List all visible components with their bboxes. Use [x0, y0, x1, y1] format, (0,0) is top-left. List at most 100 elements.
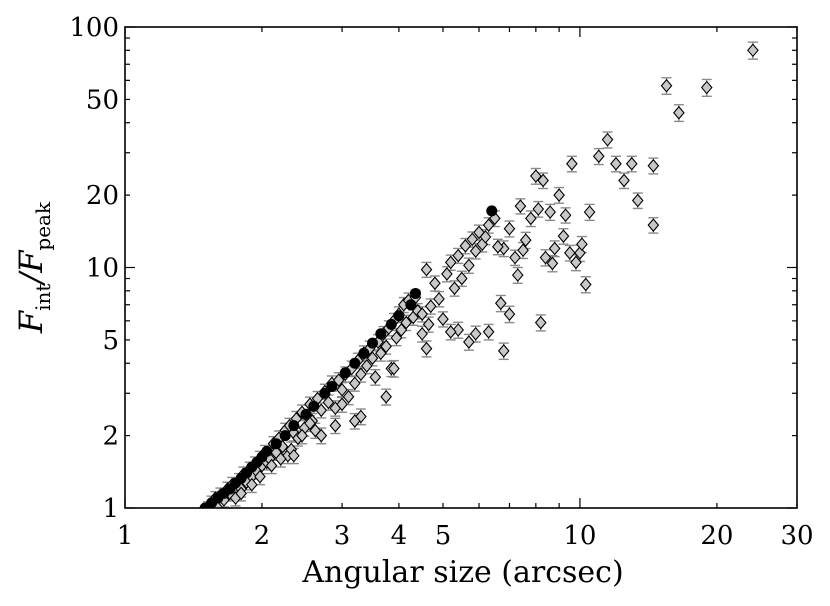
y-tick-label: 10 — [86, 254, 119, 284]
tick-layer — [124, 26, 798, 509]
data-point-circle — [405, 299, 417, 311]
data-point-diamond — [610, 156, 622, 171]
y-axis-title-den: F — [12, 249, 50, 274]
data-point-diamond — [546, 256, 559, 271]
data-point-diamond — [576, 237, 588, 252]
x-tick-label: 5 — [435, 521, 452, 551]
data-point-diamond — [539, 250, 552, 265]
data-point-diamond — [322, 395, 335, 410]
data-point-circle — [300, 408, 312, 420]
data-point-diamond — [494, 296, 507, 311]
data-point-diamond — [497, 344, 510, 358]
y-tick-label: 2 — [102, 422, 119, 452]
data-point-diamond — [254, 469, 266, 484]
y-tick-label: 20 — [86, 181, 119, 211]
data-point-diamond — [380, 339, 392, 354]
data-point-diamond — [579, 277, 592, 292]
data-point-circle — [385, 318, 397, 330]
data-point-diamond — [245, 477, 258, 492]
y-tick-label: 100 — [69, 13, 119, 43]
data-point-diamond — [492, 239, 504, 254]
data-point-diamond — [601, 132, 614, 147]
x-axis-title: Angular size (arcsec) — [301, 555, 623, 590]
data-point-diamond — [369, 370, 382, 385]
data-point-diamond — [235, 486, 247, 501]
y-tick-label: 1 — [102, 494, 119, 524]
data-point-diamond — [583, 205, 596, 219]
data-point-circle — [339, 367, 351, 379]
data-point-diamond — [360, 358, 373, 373]
data-point-diamond — [503, 221, 516, 236]
data-point-diamond — [534, 315, 547, 330]
data-point-diamond — [489, 211, 501, 226]
data-point-diamond — [296, 428, 308, 443]
data-point-diamond — [509, 250, 521, 265]
data-point-diamond — [511, 268, 524, 282]
data-point-diamond — [420, 341, 433, 356]
data-point-diamond — [315, 428, 328, 443]
data-point-diamond — [265, 458, 278, 473]
data-point-circle — [486, 205, 498, 217]
data-point-diamond — [631, 193, 644, 208]
data-point-diamond — [647, 218, 660, 232]
data-point-circle — [270, 438, 282, 450]
data-point-diamond — [700, 80, 713, 95]
data-point-circle — [358, 347, 370, 359]
y-axis-title-num-sub: int — [31, 284, 55, 311]
data-point-diamond — [482, 325, 495, 339]
data-point-diamond — [673, 105, 685, 120]
data-point-diamond — [469, 326, 482, 341]
data-point-diamond — [336, 397, 348, 412]
x-tick-label: 10 — [563, 521, 596, 551]
data-point-diamond — [625, 156, 638, 171]
data-point-diamond — [618, 173, 630, 188]
data-point-circle — [393, 310, 405, 322]
data-point-diamond — [525, 211, 537, 226]
plot-frame — [124, 26, 798, 509]
data-point-diamond — [416, 307, 428, 321]
data-point-diamond — [309, 423, 322, 438]
x-tick-label: 30 — [780, 521, 813, 551]
data-point-diamond — [366, 351, 379, 365]
data-point-diamond — [514, 199, 527, 213]
x-tick-label: 3 — [334, 521, 351, 551]
data-point-diamond — [463, 335, 475, 349]
data-point-diamond — [336, 382, 348, 397]
data-point-diamond — [420, 262, 433, 277]
data-point-diamond — [660, 78, 673, 93]
data-point-diamond — [444, 255, 457, 270]
data-point-diamond — [441, 267, 453, 281]
y-axis-title-slash: / — [12, 270, 50, 287]
data-point-diamond — [563, 246, 576, 260]
data-point-diamond — [416, 326, 428, 341]
data-point-diamond — [553, 188, 565, 202]
data-point-diamond — [444, 325, 457, 339]
data-point-diamond — [342, 389, 355, 404]
data-point-diamond — [548, 241, 561, 256]
x-tick-label: 2 — [254, 521, 271, 551]
x-tick-label: 1 — [117, 521, 134, 551]
diamond-series-layer — [201, 43, 759, 508]
data-point-diamond — [400, 315, 412, 330]
data-point-diamond — [455, 271, 468, 286]
data-point-diamond — [747, 43, 759, 58]
data-point-diamond — [374, 346, 387, 361]
circle-series-layer — [199, 205, 498, 508]
data-point-diamond — [422, 317, 435, 332]
data-point-diamond — [463, 258, 475, 273]
data-point-diamond — [429, 276, 441, 291]
data-point-circle — [409, 287, 421, 299]
data-point-diamond — [452, 323, 465, 337]
data-point-circle — [367, 337, 379, 349]
data-point-diamond — [559, 208, 572, 223]
data-point-circle — [349, 357, 361, 369]
data-point-diamond — [395, 323, 408, 337]
data-point-diamond — [544, 205, 556, 219]
data-point-diamond — [479, 230, 492, 244]
y-tick-label: 5 — [102, 326, 119, 356]
data-point-diamond — [566, 156, 578, 171]
data-point-circle — [261, 445, 273, 457]
data-point-diamond — [437, 312, 449, 326]
